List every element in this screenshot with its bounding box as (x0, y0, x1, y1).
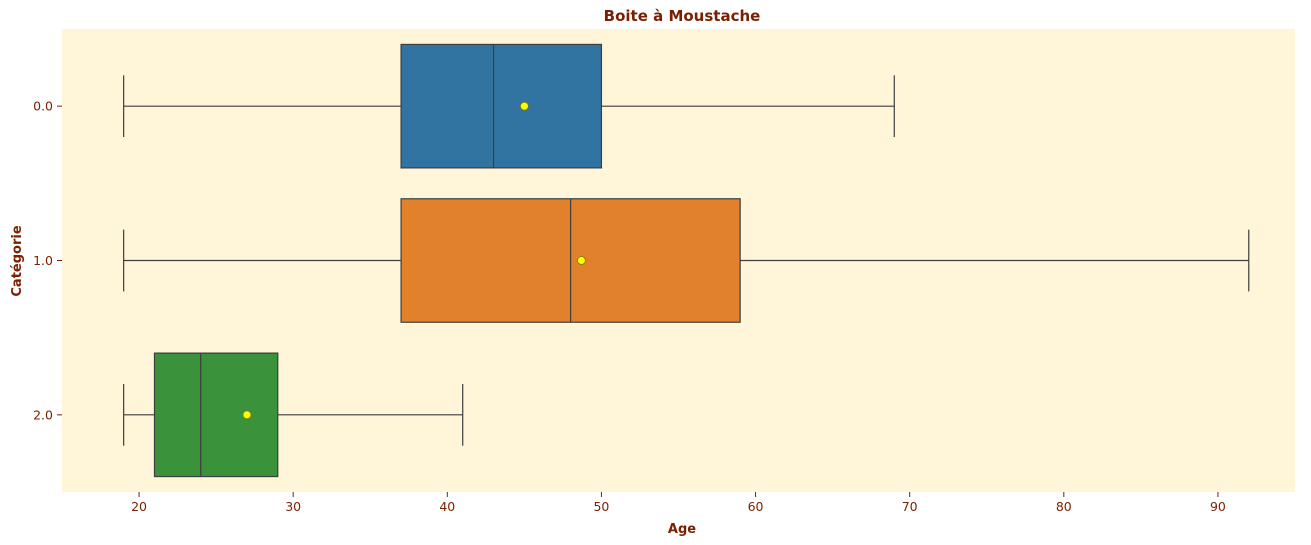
x-tick-label: 70 (902, 499, 918, 514)
y-tick-label: 2.0 (33, 407, 53, 422)
y-axis-ticks: 0.0 1.0 2.0 (33, 99, 62, 422)
mean-marker (242, 410, 252, 420)
x-tick-label: 20 (131, 499, 147, 514)
x-axis-label: Age (668, 522, 696, 537)
iqr-box (400, 43, 603, 169)
y-axis-label: Catégorie (10, 225, 25, 296)
x-tick-label: 80 (1056, 499, 1072, 514)
box-series-group (123, 43, 1250, 478)
x-tick-label: 40 (439, 499, 455, 514)
box-1.0 (123, 198, 1250, 323)
x-tick-label: 90 (1210, 499, 1226, 514)
y-tick-label: 0.0 (33, 99, 53, 114)
x-tick-label: 30 (285, 499, 301, 514)
x-axis-ticks: 20 30 40 50 60 70 80 90 (131, 492, 1226, 514)
x-tick-label: 60 (748, 499, 764, 514)
mean-marker (519, 101, 529, 111)
mean-marker (577, 256, 586, 265)
iqr-box (153, 352, 279, 478)
y-tick-label: 1.0 (33, 253, 53, 268)
x-tick-label: 50 (593, 499, 609, 514)
box-0.0 (123, 43, 895, 169)
chart-title: Boite à Moustache (604, 7, 761, 25)
box-2.0 (123, 352, 464, 478)
